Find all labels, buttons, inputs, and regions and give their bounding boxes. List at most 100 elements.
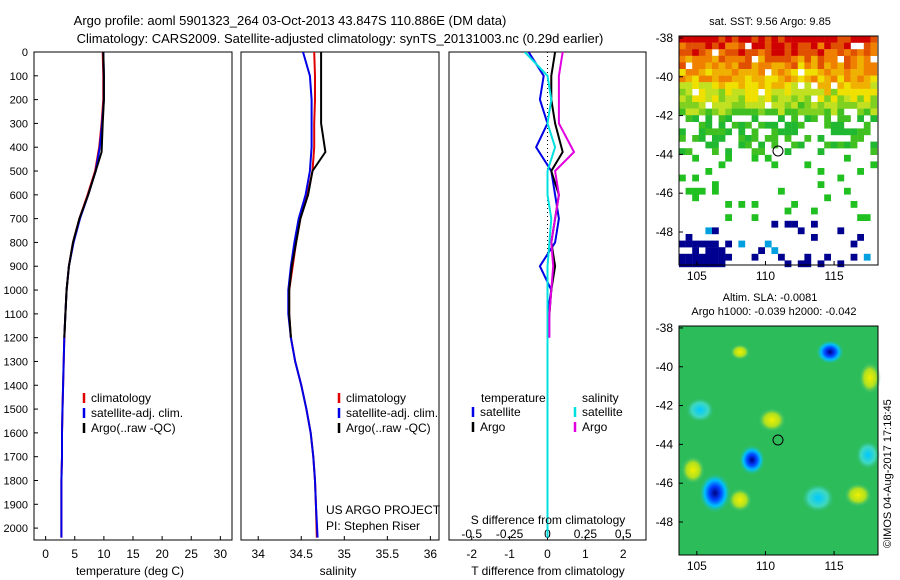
sst-cell bbox=[850, 82, 858, 89]
sst-map-frame bbox=[678, 35, 879, 266]
sst-cell bbox=[817, 260, 825, 268]
sst-cell bbox=[718, 121, 726, 129]
sst-cell bbox=[751, 82, 759, 89]
sst-cell bbox=[725, 201, 732, 208]
sst-cell bbox=[712, 108, 719, 116]
sst-cell bbox=[692, 62, 699, 70]
sst-cell bbox=[758, 69, 765, 76]
temperature-tick-label: 20 bbox=[155, 547, 169, 561]
depth-tick-label: 0 bbox=[22, 47, 28, 59]
sst-cell bbox=[830, 55, 838, 63]
sst-cell bbox=[797, 62, 805, 70]
sst-cell bbox=[758, 108, 765, 116]
depth-ticks: 0 100 200 300 400 500 600 700 800 900 1000 1100 1200… bbox=[4, 47, 38, 535]
sst-cell bbox=[771, 62, 779, 70]
sst-cell bbox=[679, 42, 686, 50]
sst-cell bbox=[797, 49, 805, 56]
sst-cell bbox=[685, 88, 693, 96]
difference-ticks: -2 -1 0 1 2-0.5 -0.25 0 0.25 0.5 bbox=[461, 527, 632, 561]
sst-cell bbox=[718, 82, 726, 89]
sst-cell bbox=[844, 62, 851, 70]
sst-cell bbox=[850, 135, 858, 142]
sst-cell bbox=[764, 36, 772, 43]
sst-cell bbox=[705, 128, 713, 136]
sst-cell bbox=[751, 128, 759, 136]
sst-cell bbox=[784, 121, 792, 129]
sst-cell bbox=[712, 36, 719, 43]
sst-cell bbox=[850, 95, 858, 103]
sst-cell bbox=[830, 62, 838, 70]
sst-cell bbox=[857, 128, 864, 136]
sst-cell bbox=[837, 102, 845, 109]
sst-cell bbox=[718, 260, 726, 268]
sst-cell bbox=[731, 121, 739, 129]
sst-cell bbox=[817, 82, 825, 89]
sst-cell bbox=[731, 102, 739, 109]
sst-cell bbox=[791, 62, 798, 70]
sst-cell bbox=[712, 253, 719, 261]
sst-cell bbox=[817, 75, 825, 83]
sst-cell bbox=[725, 75, 732, 83]
sst-cell bbox=[804, 55, 812, 63]
sst-cell bbox=[791, 95, 798, 103]
sst-cell bbox=[712, 62, 719, 70]
depth-tick-label: 1800 bbox=[4, 475, 28, 487]
sst-map-cells bbox=[679, 36, 878, 268]
sst-cell bbox=[751, 49, 759, 56]
map-ytick-label: -46 bbox=[656, 186, 674, 200]
sst-cell bbox=[685, 115, 693, 122]
sst-cell bbox=[685, 95, 693, 103]
depth-tick-label: 300 bbox=[10, 118, 28, 130]
sst-cell bbox=[679, 95, 686, 103]
sst-cell bbox=[751, 201, 759, 208]
sst-cell bbox=[784, 49, 792, 56]
sst-cell bbox=[850, 102, 858, 109]
sst-cell bbox=[705, 168, 713, 175]
sst-cell bbox=[804, 108, 812, 116]
sst-cell bbox=[758, 247, 765, 254]
sst-cell bbox=[784, 220, 792, 228]
sst-cell bbox=[718, 247, 726, 254]
sst-cell bbox=[830, 108, 838, 116]
legend-title-salinity: salinity bbox=[582, 391, 619, 405]
sst-cell bbox=[712, 227, 719, 235]
map-ytick-label: -38 bbox=[656, 31, 674, 45]
map-ytick-label: -42 bbox=[656, 109, 674, 123]
legend-label: Argo(..raw -QC) bbox=[346, 421, 431, 435]
sst-cell bbox=[738, 88, 746, 96]
sst-cell bbox=[771, 42, 779, 50]
sst-cell bbox=[692, 36, 699, 43]
temperature-lines bbox=[60, 52, 105, 538]
sst-cell bbox=[764, 55, 772, 63]
sst-cell bbox=[797, 121, 805, 129]
sst-cell bbox=[870, 141, 878, 149]
sst-cell bbox=[698, 121, 706, 129]
sst-cell bbox=[791, 36, 798, 43]
sst-cell bbox=[824, 95, 831, 103]
sst-cell bbox=[679, 102, 686, 109]
sla-eddy bbox=[730, 344, 750, 360]
sst-cell bbox=[731, 55, 739, 63]
temperature-difference-xlabel: T difference from climatology bbox=[471, 564, 625, 578]
sst-cell bbox=[705, 95, 713, 103]
sst-cell bbox=[698, 135, 706, 142]
sst-cell bbox=[705, 121, 713, 129]
legend-label: Argo bbox=[480, 420, 506, 434]
sst-cell bbox=[725, 69, 732, 76]
sst-cell bbox=[725, 214, 732, 221]
sst-cell bbox=[870, 69, 878, 76]
sla-eddy bbox=[728, 488, 752, 512]
temperature-tick-label: 15 bbox=[126, 547, 140, 561]
sst-cell bbox=[751, 253, 759, 261]
sst-cell bbox=[870, 36, 878, 43]
sst-cell bbox=[712, 75, 719, 83]
sst-cell bbox=[804, 62, 812, 70]
sst-cell bbox=[817, 102, 825, 109]
sst-cell bbox=[725, 36, 732, 43]
sst-cell bbox=[692, 194, 699, 202]
sst-cell bbox=[758, 141, 765, 149]
sst-cell bbox=[731, 95, 739, 103]
sst-cell bbox=[837, 121, 845, 129]
sst-cell bbox=[745, 62, 752, 70]
sst-cell bbox=[758, 82, 765, 89]
